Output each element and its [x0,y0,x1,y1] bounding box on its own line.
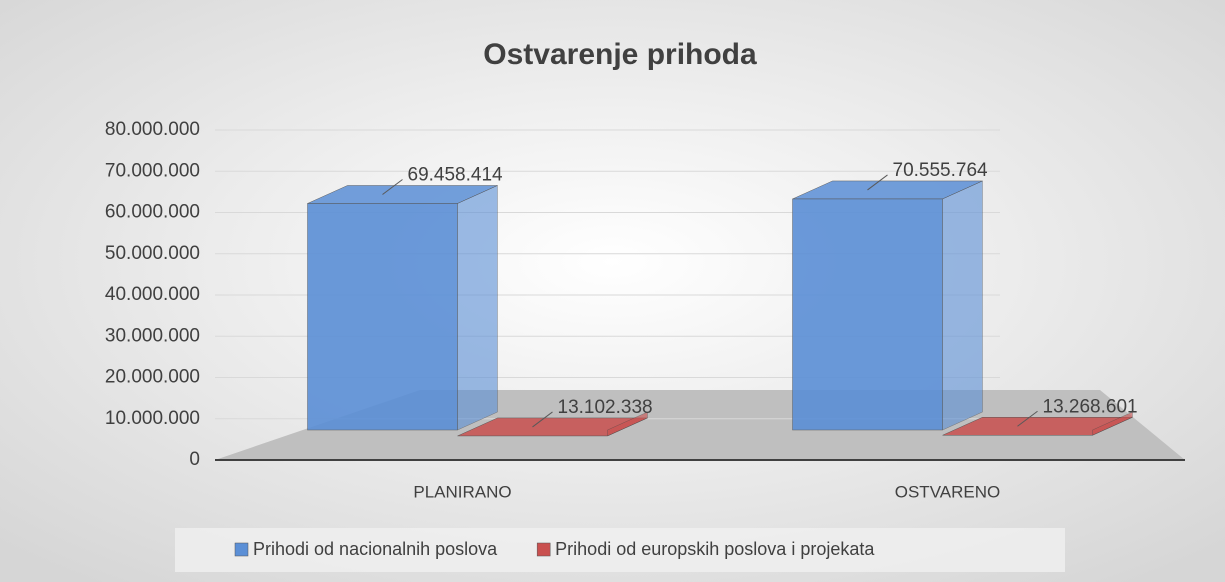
legend-swatch [234,542,249,557]
y-tick-label: 60.000.000 [105,202,200,223]
x-tick-label: PLANIRANO [413,482,511,501]
leader-line [532,411,553,428]
bar-side [942,180,983,431]
legend-box [175,528,1065,572]
legend-label: Prihodi od nacionalnih poslova [253,539,498,559]
leader-line [1017,410,1038,427]
bar-side [1092,411,1133,436]
bar-side [457,185,498,431]
y-tick-label: 50.000.000 [105,243,200,264]
x-tick-label: OSTVARENO [895,482,1000,501]
data-label: 69.458.414 [408,164,504,185]
bar [307,203,458,431]
chart-title: Ostvarenje prihoda [483,38,757,71]
data-label: 13.102.338 [558,397,653,418]
bar-side [607,411,648,437]
y-tick-label: 30.000.000 [105,325,200,346]
y-tick-label: 40.000.000 [105,284,200,305]
legend-swatch [536,542,551,557]
y-tick-label: 70.000.000 [105,160,200,181]
y-tick-label: 0 [189,449,200,470]
bar [792,198,943,431]
legend-label: Prihodi od europskih poslova i projekata [555,539,875,559]
leader-line [382,179,403,195]
y-tick-label: 80.000.000 [105,119,200,140]
data-label: 70.555.764 [893,160,989,181]
y-tick-label: 10.000.000 [105,408,200,429]
data-label: 13.268.601 [1043,396,1138,417]
y-tick-label: 20.000.000 [105,367,200,388]
leader-line [867,174,888,191]
